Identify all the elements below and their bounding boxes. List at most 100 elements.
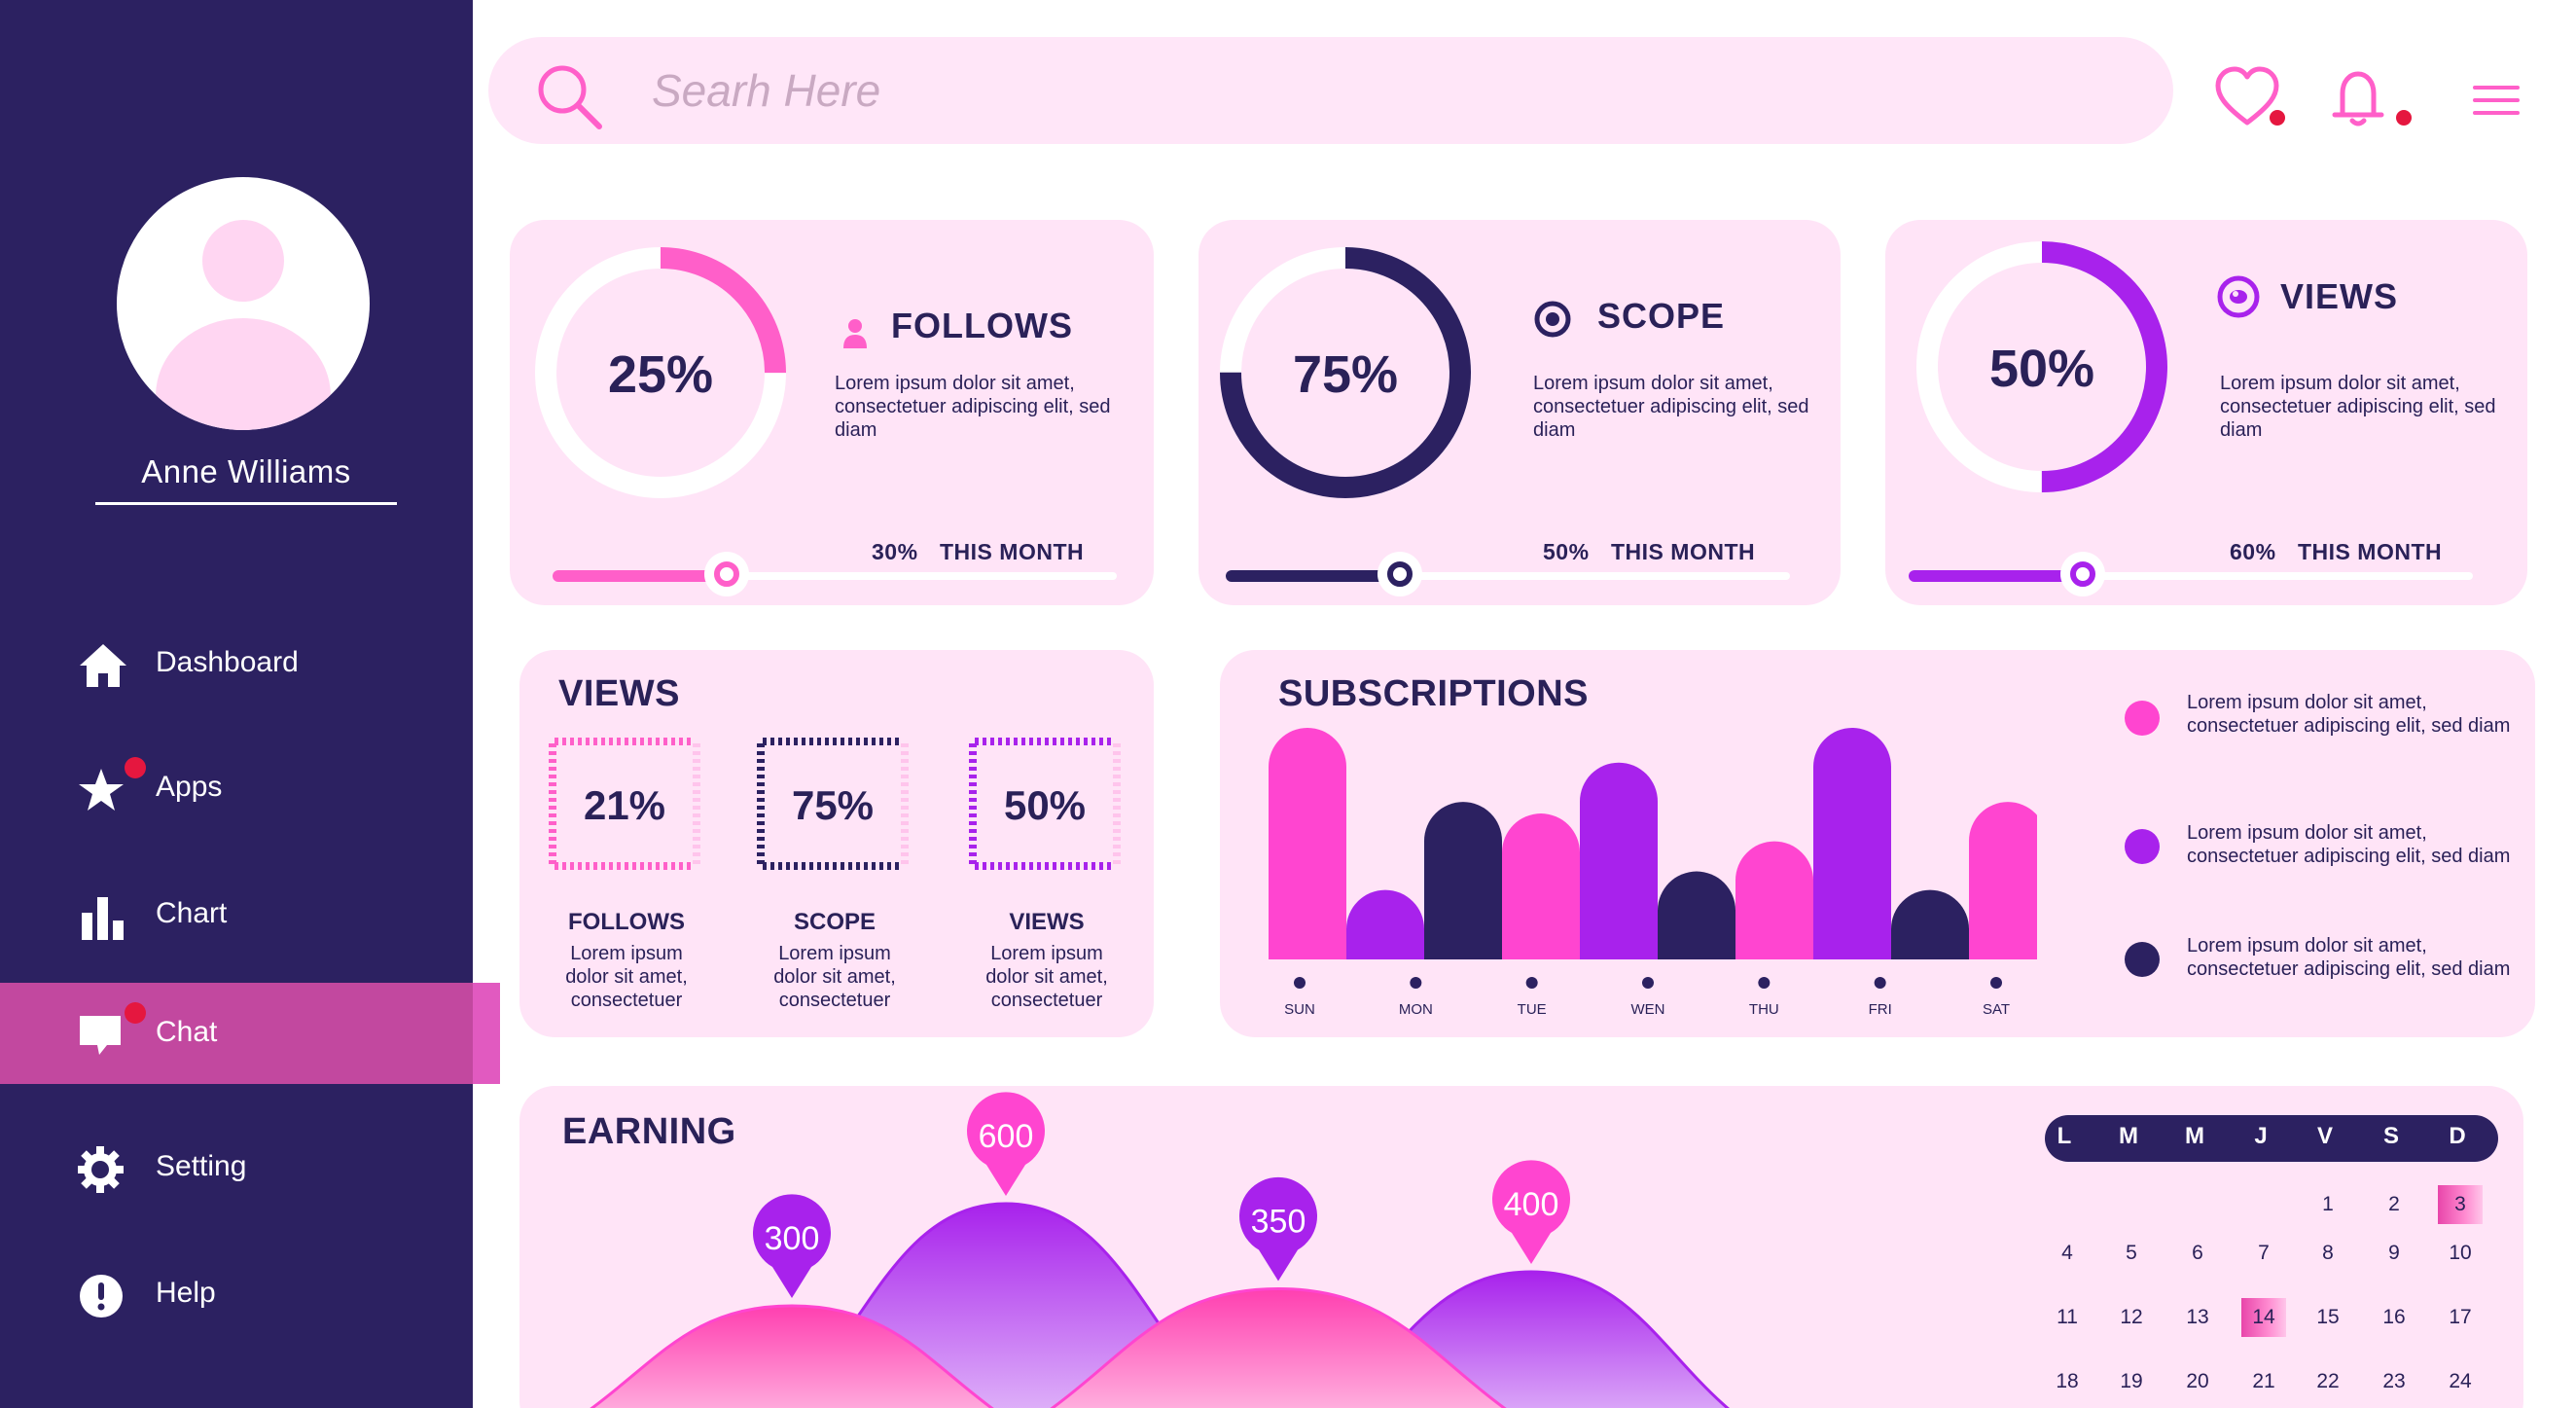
apps-notification-dot [125, 757, 146, 778]
dashed-frame [549, 738, 700, 870]
calendar-weekday-header: L M M J V S D [2045, 1115, 2498, 1162]
calendar-day[interactable]: 18 [2056, 1370, 2079, 1392]
calendar-day[interactable]: 10 [2449, 1242, 2472, 1264]
avatar[interactable] [117, 177, 370, 430]
legend-text: Lorem ipsum dolor sit amet, consectetuer… [2187, 822, 2511, 867]
category-dot [1410, 977, 1422, 989]
month-slider-thumb[interactable] [2060, 552, 2105, 596]
calendar-day[interactable]: 8 [2322, 1242, 2334, 1264]
calendar-day[interactable]: 4 [2061, 1242, 2073, 1264]
calendar-day[interactable]: 7 [2258, 1242, 2270, 1264]
calendar-day[interactable]: 11 [2057, 1306, 2078, 1328]
month-slider-track[interactable] [1226, 572, 1790, 580]
calendar-day[interactable]: 16 [2382, 1306, 2406, 1328]
avatar-body [156, 318, 331, 430]
legend-dot [2125, 701, 2160, 736]
calendar-day[interactable]: 12 [2120, 1306, 2143, 1328]
category-label: TUE [1518, 1001, 1547, 1018]
ring-percent-label: 50% [1988, 340, 2095, 398]
search-icon[interactable] [535, 62, 603, 130]
person-icon [843, 319, 867, 348]
calendar-day[interactable]: 22 [2316, 1370, 2340, 1392]
category-dot [1642, 977, 1654, 989]
search-input[interactable] [652, 61, 2014, 120]
calendar-day[interactable]: 20 [2186, 1370, 2209, 1392]
month-slider-track[interactable] [553, 572, 1117, 580]
mini-value: 75% [791, 782, 875, 828]
mini-value: 21% [583, 782, 666, 828]
sidebar: Anne Williams Dashboard Apps Chart Chat [0, 0, 500, 1408]
earning-value-pin: 400 [1492, 1160, 1571, 1264]
legend-dot [2125, 829, 2160, 864]
sidebar-item-label: Chat [156, 1016, 218, 1048]
month-slider-thumb[interactable] [704, 552, 749, 596]
calendar-day[interactable]: 23 [2382, 1370, 2406, 1392]
subscriptions-panel: SUBSCRIPTIONS SUN MON TUE WEN THU FRI SAT Lore… [1220, 650, 2535, 1037]
earning-value-label: 400 [1504, 1186, 1559, 1223]
gear-icon [78, 1146, 124, 1193]
sidebar-item-dashboard[interactable]: Dashboard [0, 613, 473, 714]
metric-card-follows: 25% FOLLOWS Lorem ipsum dolor sit amet, … [510, 220, 1154, 605]
calendar-day[interactable]: 9 [2388, 1242, 2400, 1264]
sidebar-item-help[interactable]: Help [0, 1244, 473, 1345]
legend-dot [2125, 942, 2160, 977]
mini-caption: VIEWS [1009, 909, 1085, 935]
category-label: THU [1749, 1001, 1779, 1018]
calendar-day[interactable]: 2 [2388, 1193, 2400, 1215]
category-label: MON [1399, 1001, 1433, 1018]
category-label: SAT [1983, 1001, 2010, 1018]
calendar-day[interactable]: 1 [2322, 1193, 2334, 1215]
calendar-day[interactable]: 19 [2120, 1370, 2143, 1392]
heart-icon[interactable] [2214, 64, 2292, 132]
calendar-day[interactable]: 14 [2241, 1298, 2286, 1337]
search-bar[interactable] [488, 37, 2173, 144]
metric-title: FOLLOWS [891, 306, 1073, 345]
earning-area-wave [590, 1304, 994, 1408]
month-percent: 60% [2230, 539, 2276, 564]
weekday-label: J [2254, 1123, 2268, 1149]
month-percent: 30% [872, 539, 918, 564]
sidebar-item-label: Setting [156, 1150, 247, 1182]
sidebar-item-chart[interactable]: Chart [0, 864, 473, 965]
calendar-day[interactable]: 3 [2438, 1185, 2483, 1224]
metric-title: SCOPE [1597, 296, 1726, 336]
category-dot [1758, 977, 1771, 989]
earning-value-label: 350 [1251, 1204, 1306, 1241]
weekday-label: L [2057, 1123, 2072, 1149]
mini-description: Lorem ipsum dolor sit amet, consectetuer [985, 943, 1108, 1011]
calendar-day[interactable]: 6 [2192, 1242, 2203, 1264]
mini-caption: SCOPE [793, 909, 877, 935]
follows-progress-ring [535, 247, 786, 498]
bell-icon[interactable] [2327, 66, 2415, 130]
sidebar-item-apps[interactable]: Apps [0, 738, 473, 839]
month-slider-thumb[interactable] [1377, 552, 1422, 596]
scope-progress-ring [1220, 247, 1471, 498]
views-progress-ring [1916, 241, 2167, 492]
subscription-bar [1346, 889, 1424, 959]
earning-value-pin: 600 [967, 1092, 1045, 1196]
category-dot [1990, 977, 2002, 989]
calendar-day[interactable]: 13 [2186, 1306, 2209, 1328]
earning-value-pin: 300 [753, 1194, 831, 1298]
calendar-day[interactable]: 17 [2449, 1306, 2472, 1328]
weekday-label: S [2382, 1123, 2399, 1149]
calendar-day[interactable]: 15 [2316, 1306, 2340, 1328]
earning-area-wave [1050, 1286, 1507, 1408]
sidebar-item-chat[interactable]: Chat [0, 983, 500, 1084]
subscription-bar [1891, 889, 1969, 959]
subscriptions-bar-chart: SUN MON TUE WEN THU FRI SAT [1269, 728, 2037, 1018]
calendar-day[interactable]: 21 [2252, 1370, 2275, 1392]
sidebar-item-setting[interactable]: Setting [0, 1117, 473, 1218]
calendar-day[interactable]: 5 [2126, 1242, 2137, 1264]
ring-percent-label: 25% [607, 345, 714, 404]
subscription-bar [1658, 871, 1735, 959]
month-slider-track[interactable] [1909, 572, 2473, 580]
month-slider-fill [553, 570, 728, 582]
menu-icon[interactable] [2471, 84, 2522, 119]
chat-icon [80, 1016, 121, 1055]
subscription-bar [1269, 728, 1346, 959]
sidebar-item-label: Apps [156, 771, 223, 803]
calendar-day[interactable]: 24 [2449, 1370, 2472, 1392]
ring-progress-arc [1916, 241, 2167, 492]
mini-description: Lorem ipsum dolor sit amet, consectetuer [773, 943, 896, 1011]
